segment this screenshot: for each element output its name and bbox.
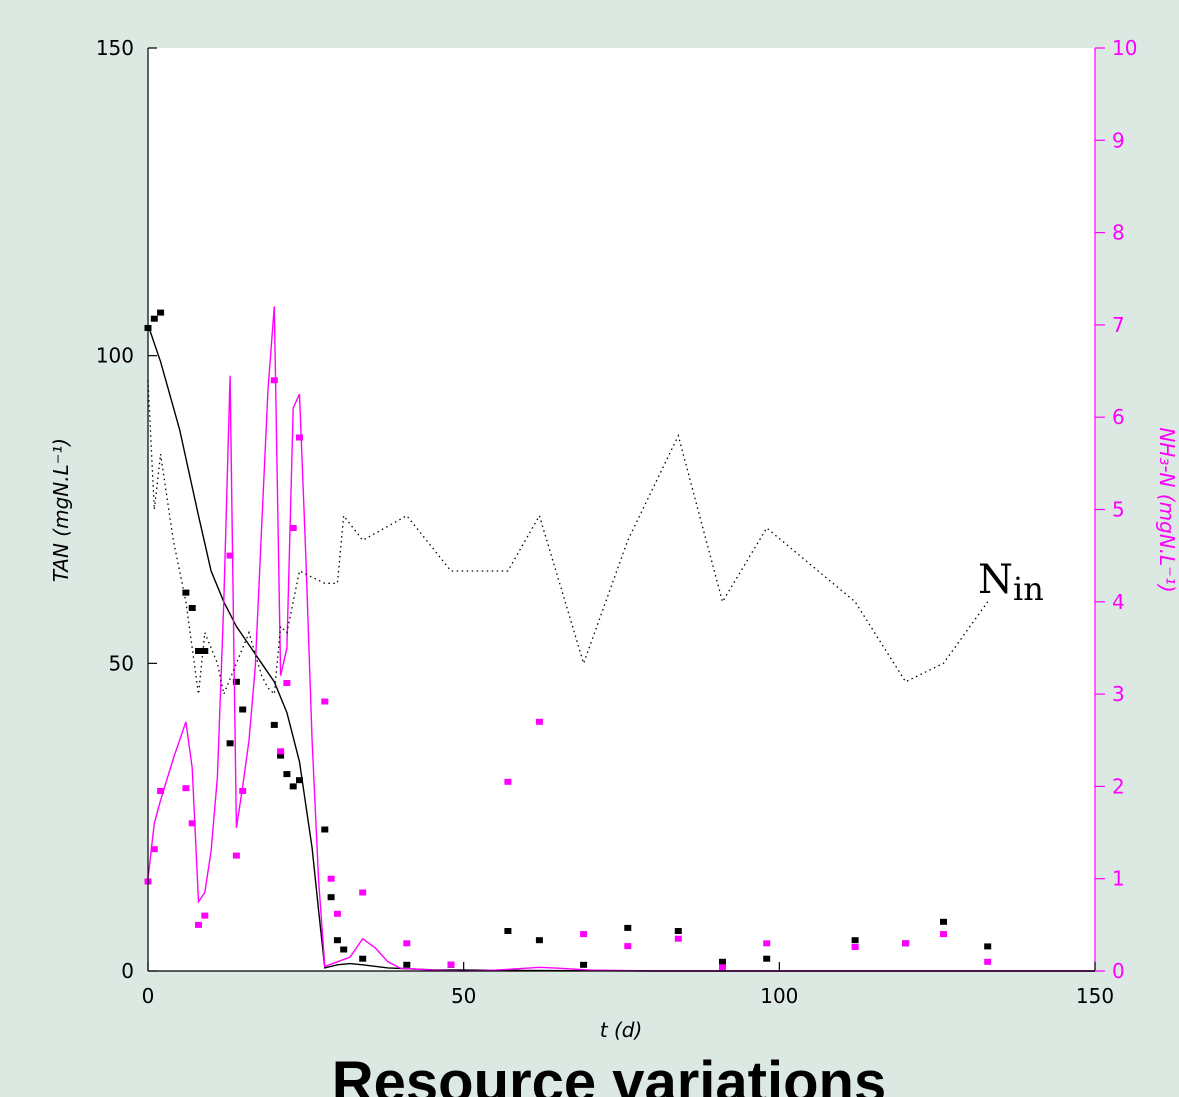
tan-data-point — [580, 961, 588, 968]
nh3-data-point — [902, 940, 910, 947]
y-tick-label: 150 — [96, 36, 134, 60]
plot-area — [148, 48, 1095, 971]
x-tick-label: 150 — [1076, 984, 1114, 1008]
nh3-data-point — [763, 940, 771, 947]
y2-axis-label: NH₃-N (mgN.L⁻¹) — [1155, 427, 1179, 592]
y2-tick-label: 4 — [1112, 590, 1125, 614]
tan-data-point — [403, 961, 411, 968]
y2-tick-label: 0 — [1112, 959, 1125, 983]
nin-main: N — [978, 557, 1013, 603]
nh3-data-point — [535, 718, 543, 725]
tan-data-point — [763, 955, 771, 962]
tan-data-point — [289, 783, 297, 790]
x-tick-label: 0 — [142, 984, 155, 1008]
nh3-data-point — [403, 940, 411, 947]
nh3-data-point — [201, 912, 209, 919]
tan-data-point — [535, 937, 543, 944]
nh3-data-point — [289, 525, 297, 531]
tan-data-point — [239, 706, 247, 713]
nh3-data-point — [327, 875, 335, 882]
y2-tick-label: 8 — [1112, 221, 1125, 245]
y2-tick-label: 10 — [1112, 36, 1137, 60]
nh3-data-point — [150, 846, 158, 853]
nh3-data-point — [851, 944, 859, 950]
tan-data-point — [327, 894, 335, 901]
tan-data-point — [188, 605, 196, 611]
tan-data-point — [270, 721, 278, 728]
y-axis-label: TAN (mgN.L⁻¹) — [49, 438, 73, 582]
nin-dotted-line — [147, 380, 989, 697]
y2-tick-label: 6 — [1112, 405, 1125, 429]
tan-data-point — [940, 918, 947, 925]
tan-data-point — [719, 958, 726, 965]
y2-tick-label: 2 — [1112, 774, 1125, 798]
x-axis-label: t (d) — [600, 1018, 643, 1042]
y2-tick-label: 9 — [1112, 128, 1125, 152]
tan-data-point — [333, 937, 341, 944]
tan-data-point — [150, 315, 158, 322]
tan-data-point — [984, 943, 992, 950]
tan-data-point — [624, 924, 632, 931]
nh3-data-point — [296, 434, 303, 441]
tan-data-point — [296, 777, 303, 784]
nh3-model-line — [147, 306, 1095, 972]
nh3-data-point — [940, 931, 947, 938]
nh3-data-point — [580, 931, 588, 938]
y-tick-label: 50 — [109, 651, 134, 675]
nh3-data-point — [157, 788, 165, 794]
tan-data-point — [195, 648, 202, 654]
nin-annotation: Nin — [978, 557, 1044, 608]
tan-data-point — [340, 946, 348, 953]
tan-data-point — [232, 678, 240, 685]
x-tick-label: 100 — [760, 984, 798, 1008]
nh3-data-point — [232, 852, 240, 859]
nh3-data-point — [984, 958, 992, 965]
tan-data-point — [851, 937, 859, 944]
nh3-data-point — [624, 943, 632, 950]
y2-tick-label: 5 — [1112, 498, 1125, 522]
x-tick-label: 50 — [451, 984, 476, 1008]
nh3-data-point — [674, 935, 682, 942]
nh3-data-point — [188, 820, 196, 827]
tan-data-point — [226, 740, 234, 747]
chart-caption: Resource variations — [332, 1050, 886, 1097]
tan-data-point — [674, 928, 682, 934]
y-tick-label: 100 — [96, 344, 134, 368]
tan-data-point — [321, 826, 329, 833]
nh3-data-point — [277, 748, 285, 755]
tan-data-point — [283, 771, 291, 778]
nh3-data-point — [226, 552, 234, 559]
nh3-data-point — [447, 961, 455, 968]
series-layer — [144, 306, 1095, 972]
nin-sub: in — [1013, 570, 1044, 608]
y2-tick-label: 1 — [1112, 867, 1125, 891]
nh3-data-point — [321, 698, 329, 705]
nh3-data-point — [504, 778, 512, 785]
tan-data-point — [182, 589, 190, 596]
tan-data-point — [157, 309, 165, 316]
nh3-data-point — [182, 785, 190, 792]
tan-data-point — [504, 928, 512, 934]
y-tick-label: 0 — [121, 959, 134, 983]
tan-data-point — [359, 955, 367, 962]
nh3-data-point — [195, 921, 202, 928]
y2-tick-label: 7 — [1112, 313, 1125, 337]
y2-tick-label: 3 — [1112, 682, 1125, 706]
nh3-data-point — [359, 889, 367, 896]
nh3-data-point — [270, 377, 278, 384]
tan-data-point — [277, 752, 285, 759]
nh3-data-point — [283, 680, 291, 686]
tan-data-point — [201, 648, 209, 654]
nh3-data-point — [333, 910, 341, 917]
nh3-data-point — [719, 964, 726, 971]
